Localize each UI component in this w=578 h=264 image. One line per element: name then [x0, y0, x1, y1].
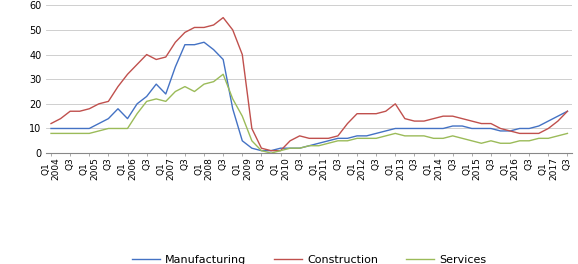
Services — [249, 139, 255, 142]
Construction — [554, 120, 561, 123]
Manufacturing — [143, 95, 150, 98]
Services — [220, 73, 227, 76]
Manufacturing — [564, 110, 571, 113]
Construction — [220, 16, 227, 19]
Construction — [143, 53, 150, 56]
Manufacturing — [105, 117, 112, 120]
Services — [172, 90, 179, 93]
Services — [526, 139, 533, 142]
Line: Services: Services — [51, 74, 568, 153]
Manufacturing — [526, 127, 533, 130]
Manufacturing — [47, 127, 54, 130]
Construction — [526, 132, 533, 135]
Manufacturing — [172, 65, 179, 68]
Services — [564, 132, 571, 135]
Construction — [105, 100, 112, 103]
Services — [143, 100, 150, 103]
Manufacturing — [201, 41, 208, 44]
Services — [105, 127, 112, 130]
Services — [47, 132, 54, 135]
Construction — [172, 41, 179, 44]
Services — [268, 152, 275, 155]
Line: Manufacturing: Manufacturing — [51, 42, 568, 151]
Construction — [268, 149, 275, 152]
Services — [554, 134, 561, 138]
Construction — [249, 127, 255, 130]
Manufacturing — [258, 149, 265, 152]
Manufacturing — [249, 147, 255, 150]
Construction — [47, 122, 54, 125]
Construction — [564, 110, 571, 113]
Legend: Manufacturing, Construction, Services: Manufacturing, Construction, Services — [127, 250, 491, 264]
Manufacturing — [554, 115, 561, 118]
Line: Construction: Construction — [51, 18, 568, 151]
